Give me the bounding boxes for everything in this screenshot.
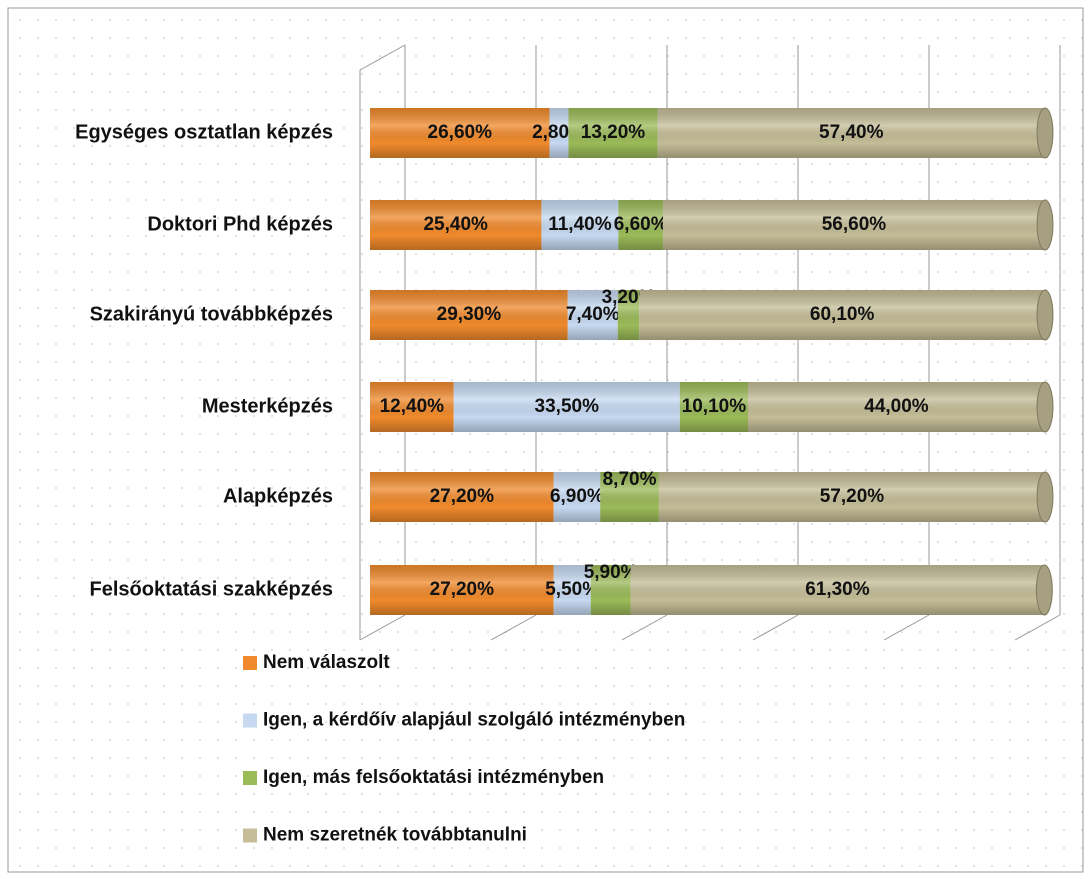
bar-shade xyxy=(370,290,568,340)
data-label: 12,40% xyxy=(380,396,445,417)
bar-shade xyxy=(657,108,1045,158)
bar-shade xyxy=(567,290,618,340)
legend-swatch xyxy=(243,713,257,728)
bar-cap-shade xyxy=(1037,290,1053,340)
data-label: 26,60% xyxy=(428,122,493,143)
legend-swatch xyxy=(243,828,257,843)
bar-shade xyxy=(639,290,1045,340)
data-label: 60,10% xyxy=(810,304,875,325)
data-label: 8,70% xyxy=(603,469,657,490)
data-label: 44,00% xyxy=(864,396,929,417)
data-label: 61,30% xyxy=(805,579,870,600)
data-label: 27,20% xyxy=(430,579,495,600)
bar-cap-shade xyxy=(1036,565,1053,615)
legend-swatch xyxy=(243,771,257,785)
bar-shade xyxy=(370,108,550,158)
category-label: Mesterképzés xyxy=(202,395,333,417)
legend-label: Nem válaszolt xyxy=(263,652,390,673)
bar-shade xyxy=(748,382,1045,432)
bar-shade xyxy=(370,200,542,250)
bar-shade xyxy=(553,565,591,615)
bar-shade xyxy=(630,565,1045,615)
floor-line xyxy=(490,614,537,641)
bar-shade xyxy=(600,472,659,522)
data-label: 10,10% xyxy=(682,396,747,417)
legend-label: Igen, a kérdőív alapjául szolgáló intézm… xyxy=(263,710,685,731)
bar-shade xyxy=(617,290,640,340)
data-label: 57,20% xyxy=(820,486,885,507)
bar-shade xyxy=(658,472,1045,522)
bar-shade xyxy=(370,565,554,615)
floor-line xyxy=(359,614,406,641)
data-label: 5,50% xyxy=(545,579,599,600)
bar-shade xyxy=(618,200,663,250)
floor-line xyxy=(621,614,668,641)
bar-shade xyxy=(568,108,658,158)
legend-label: Nem szeretnék továbbtanulni xyxy=(263,825,527,846)
data-label: 25,40% xyxy=(423,214,488,235)
data-label: 13,20% xyxy=(581,122,646,143)
legend-label: Igen, más felsőoktatási intézményben xyxy=(263,767,604,788)
category-label: Alapképzés xyxy=(223,485,333,507)
bar-cap xyxy=(1036,289,1054,341)
wall xyxy=(359,44,406,71)
bar-cap xyxy=(1035,564,1053,616)
category-label: Felsőoktatási szakképzés xyxy=(90,578,333,600)
bar-cap xyxy=(1036,107,1054,159)
floor-line xyxy=(1014,614,1061,641)
floor-line xyxy=(883,614,930,641)
data-label: 7,40% xyxy=(566,304,620,325)
data-label: 57,40% xyxy=(819,122,884,143)
data-label: 56,60% xyxy=(822,214,887,235)
data-label: 33,50% xyxy=(535,396,600,417)
category-label: Doktori Phd képzés xyxy=(147,213,333,235)
bar-cap xyxy=(1036,199,1054,251)
category-label: Egységes osztatlan képzés xyxy=(75,121,333,143)
bar-shade xyxy=(541,200,619,250)
bar-shade xyxy=(590,565,631,615)
category-label: Szakirányú továbbképzés xyxy=(90,303,333,325)
bar-cap-shade xyxy=(1037,472,1053,522)
data-label: 6,60% xyxy=(614,214,668,235)
bar-shade xyxy=(453,382,680,432)
bar-cap xyxy=(1036,471,1054,523)
data-label: 11,40% xyxy=(548,214,611,235)
bar-shade xyxy=(549,108,569,158)
bar-cap-shade xyxy=(1037,382,1053,432)
bar-shade xyxy=(553,472,601,522)
floor-line xyxy=(752,614,799,641)
bar-cap xyxy=(1036,381,1054,433)
data-label: 29,30% xyxy=(437,304,502,325)
bar-shade xyxy=(370,472,554,522)
bar-cap-shade xyxy=(1037,108,1053,158)
data-label: 5,90% xyxy=(584,562,638,583)
bar-cap-shade xyxy=(1037,200,1053,250)
bar-shade xyxy=(662,200,1045,250)
bar-shade xyxy=(679,382,748,432)
bar-shade xyxy=(370,382,454,432)
data-label: 27,20% xyxy=(430,486,495,507)
legend-swatch xyxy=(243,656,257,670)
data-label: 6,90% xyxy=(550,486,604,507)
